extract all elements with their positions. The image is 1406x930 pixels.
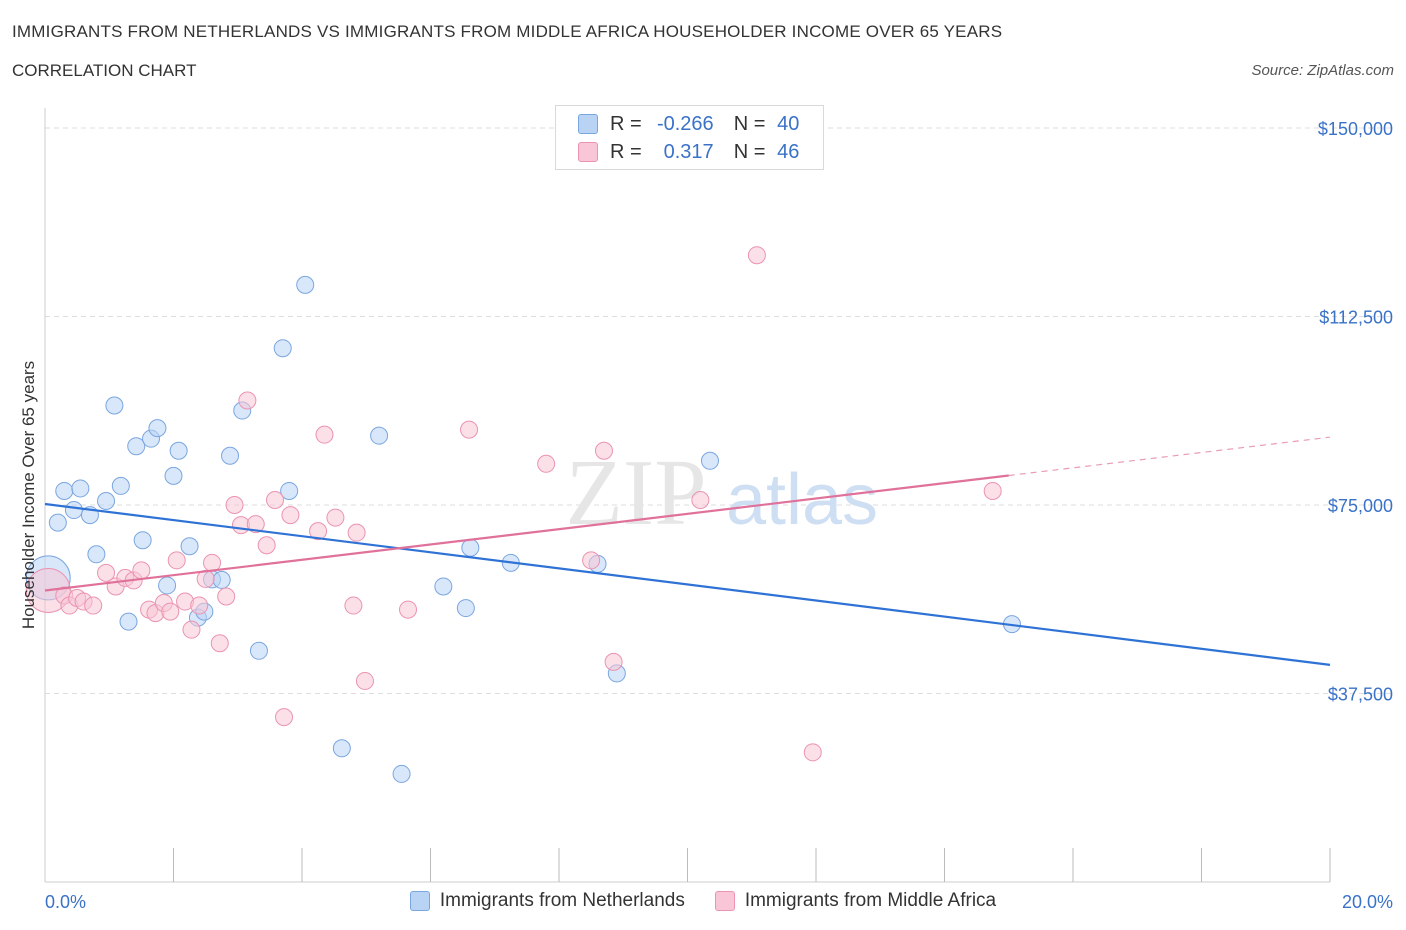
- series-swatch-pink: [714, 891, 735, 911]
- x-tick-label-max: 20.0%: [1342, 892, 1393, 912]
- y-tick-label: $150,000: [1318, 119, 1393, 139]
- legend-n-label: N =: [733, 112, 766, 135]
- legend-row-netherlands: R = -0.266 N = 40: [578, 113, 799, 135]
- point-netherlands: [273, 339, 292, 358]
- point-netherlands: [87, 545, 106, 564]
- point-middle-africa: [604, 652, 623, 671]
- series-legend-netherlands: Immigrants from Netherlands: [409, 890, 685, 912]
- series-legend-middle-africa: Immigrants from Middle Africa: [714, 890, 997, 912]
- point-middle-africa: [747, 246, 766, 265]
- point-middle-africa: [257, 536, 276, 555]
- point-netherlands: [133, 531, 152, 550]
- point-netherlands: [164, 466, 183, 485]
- point-middle-africa: [225, 496, 244, 515]
- trendline-middle-africa: [44, 474, 1009, 592]
- point-netherlands: [48, 513, 67, 532]
- point-netherlands: [332, 739, 351, 758]
- point-middle-africa: [983, 481, 1002, 500]
- legend-swatch-blue: [578, 114, 598, 134]
- point-netherlands: [119, 612, 138, 631]
- point-middle-africa: [594, 441, 613, 460]
- point-netherlands: [392, 764, 411, 783]
- point-middle-africa: [238, 391, 257, 410]
- point-middle-africa: [217, 587, 236, 606]
- y-axis-label: Householder Income Over 65 years: [19, 361, 38, 629]
- point-middle-africa: [161, 602, 180, 621]
- point-netherlands: [148, 419, 167, 438]
- point-netherlands: [97, 492, 116, 511]
- point-netherlands: [461, 538, 480, 557]
- point-netherlands: [456, 599, 475, 618]
- point-middle-africa: [399, 600, 418, 619]
- point-netherlands: [64, 501, 83, 520]
- series-legend: Immigrants from Netherlands Immigrants f…: [0, 890, 1406, 912]
- y-tick-label: $75,000: [1328, 496, 1393, 516]
- correlation-legend: R = -0.266 N = 40 R = 0.317 N = 46: [555, 105, 824, 170]
- point-netherlands: [249, 641, 268, 660]
- y-tick-label: $37,500: [1328, 685, 1393, 705]
- legend-swatch-pink: [578, 142, 598, 162]
- point-middle-africa: [326, 508, 345, 527]
- series-label-middle-africa: Immigrants from Middle Africa: [744, 890, 997, 911]
- chart-title: IMMIGRANTS FROM NETHERLANDS VS IMMIGRANT…: [12, 22, 1003, 41]
- point-middle-africa: [132, 561, 151, 580]
- point-netherlands: [180, 537, 199, 556]
- series-label-netherlands: Immigrants from Netherlands: [439, 890, 685, 911]
- legend-r-value: -0.266: [656, 112, 714, 135]
- point-middle-africa: [246, 515, 265, 534]
- point-middle-africa: [182, 620, 201, 639]
- point-middle-africa: [266, 491, 285, 509]
- point-netherlands: [71, 479, 90, 498]
- point-netherlands: [221, 446, 240, 465]
- point-middle-africa: [210, 634, 229, 653]
- point-middle-africa: [315, 425, 334, 444]
- watermark-zip: ZIP: [566, 441, 707, 545]
- point-middle-africa: [344, 596, 363, 615]
- point-netherlands: [370, 426, 389, 445]
- point-netherlands: [212, 570, 231, 589]
- x-tick-label-min: 0.0%: [45, 892, 86, 912]
- point-middle-africa: [537, 454, 556, 473]
- point-middle-africa: [84, 596, 103, 615]
- point-middle-africa: [582, 551, 601, 570]
- point-middle-africa: [275, 708, 294, 727]
- point-netherlands: [158, 576, 177, 595]
- legend-n-label: N =: [733, 140, 766, 163]
- legend-n-value: 46: [777, 140, 800, 163]
- legend-r-value: 0.317: [663, 140, 714, 163]
- point-middle-africa: [309, 522, 328, 541]
- legend-r-label: R =: [610, 112, 642, 135]
- point-netherlands: [111, 476, 130, 495]
- trendline-middle-africa-extension: [1008, 436, 1331, 477]
- point-middle-africa: [691, 491, 710, 509]
- trendline-netherlands: [44, 502, 1331, 666]
- point-middle-africa: [355, 671, 374, 690]
- y-tick-label: $112,500: [1319, 308, 1393, 328]
- point-middle-africa: [281, 506, 300, 525]
- point-middle-africa: [347, 523, 366, 542]
- point-netherlands: [55, 481, 74, 500]
- point-middle-africa: [190, 596, 209, 615]
- legend-r-label: R =: [610, 140, 642, 163]
- legend-row-middle-africa: R = 0.317 N = 46: [578, 141, 799, 163]
- point-middle-africa: [97, 563, 116, 582]
- point-middle-africa: [460, 420, 479, 439]
- point-netherlands: [105, 396, 124, 415]
- point-netherlands: [700, 451, 719, 470]
- source-label: Source: ZipAtlas.com: [1251, 62, 1394, 79]
- point-middle-africa: [167, 551, 186, 570]
- series-swatch-blue: [409, 891, 430, 911]
- point-netherlands: [296, 275, 315, 294]
- chart-subtitle: CORRELATION CHART: [12, 61, 197, 80]
- point-netherlands: [169, 441, 188, 460]
- legend-n-value: 40: [777, 112, 800, 135]
- point-netherlands: [280, 481, 299, 500]
- point-netherlands: [127, 437, 146, 456]
- point-middle-africa: [803, 743, 822, 762]
- point-netherlands: [434, 577, 453, 596]
